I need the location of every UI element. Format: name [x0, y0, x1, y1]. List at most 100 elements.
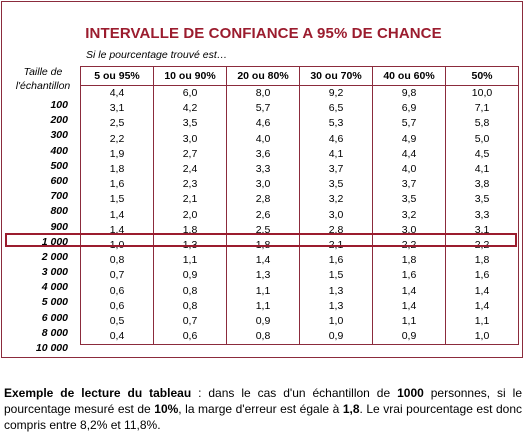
- table-row: 1,8 2,4 3,3 3,7 4,0 4,1: [80, 161, 519, 178]
- table-frame: [1, 1, 523, 358]
- sample-size-label: 2 000: [41, 250, 68, 263]
- table-cell: 0,9: [153, 268, 227, 284]
- table-row: 3,1 4,2 5,7 6,5 6,9 7,1: [80, 101, 519, 117]
- sample-size-label: 10 000: [35, 342, 68, 354]
- table-cell: 3,0: [226, 177, 300, 193]
- table-row: 1,9 2,7 3,6 4,1 4,4 4,5: [80, 146, 519, 162]
- table-row: 2,2 3,0 4,0 4,6 4,9 5,0: [80, 131, 519, 147]
- table-cell: 5,7: [226, 101, 300, 117]
- table-cell: 4,4: [372, 146, 446, 162]
- table-cell: 2,2: [80, 131, 154, 147]
- table-row: 0,7 0,9 1,3 1,5 1,6 1,6: [80, 268, 519, 284]
- table-cell: 2,8: [226, 192, 300, 208]
- table-cell: 1,1: [226, 283, 300, 299]
- table-cell: 3,6: [226, 146, 300, 162]
- column-header-row: 5 ou 95% 10 ou 90% 20 ou 80% 30 ou 70% 40 ou…: [80, 66, 519, 86]
- table-cell: 3,2: [299, 192, 373, 208]
- table-cell: 4,5: [445, 146, 519, 162]
- table-cell: 1,1: [372, 313, 446, 329]
- table-cell: 0,7: [153, 313, 227, 329]
- table-row: 2,5 3,5 4,6 5,3 5,7 5,8: [80, 116, 519, 132]
- sample-size-label: 500: [50, 159, 68, 172]
- table-cell: 3,8: [445, 177, 519, 193]
- table-row: 4,4 6,0 8,0 9,2 9,8 10,0: [80, 85, 519, 102]
- table-cell: 4,6: [299, 131, 373, 147]
- note-text-3: , la marge d'erreur est égale à: [178, 402, 343, 416]
- row-header-label: Taille de l'échantillon: [15, 66, 71, 92]
- column-header: 20 ou 80%: [226, 66, 300, 86]
- table-cell: 3,2: [372, 207, 446, 223]
- table-cell: 3,0: [153, 131, 227, 147]
- table-cell: 1,4: [372, 283, 446, 299]
- table-cell: 9,2: [299, 85, 373, 102]
- column-header: 40 ou 60%: [372, 66, 446, 86]
- table-cell: 2,5: [80, 116, 154, 132]
- table-cell: 3,0: [299, 207, 373, 223]
- sample-size-label: 600: [50, 174, 68, 187]
- table-cell: 1,6: [372, 268, 446, 284]
- note-size: 1000: [397, 386, 424, 400]
- note-text-4: . Le vrai pourcentage est donc compris e…: [4, 402, 522, 432]
- table-cell: 0,6: [80, 298, 154, 314]
- sample-size-label: 8 000: [41, 326, 68, 339]
- table-cell: 3,3: [445, 207, 519, 223]
- sample-size-label: 100: [50, 99, 68, 111]
- table-cell: 4,2: [153, 101, 227, 117]
- highlighted-row-frame: [5, 233, 517, 247]
- table-cell: 3,1: [80, 101, 154, 117]
- table-cell: 3,3: [226, 161, 300, 178]
- column-header: 30 ou 70%: [299, 66, 373, 86]
- table-cell: 1,5: [80, 192, 154, 208]
- table-row: 1,5 2,1 2,8 3,2 3,5 3,5: [80, 192, 519, 208]
- table-cell: 3,5: [299, 177, 373, 193]
- table-row: 0,8 1,1 1,4 1,6 1,8 1,8: [80, 253, 519, 269]
- table-cell: 1,4: [445, 283, 519, 299]
- table-cell: 1,8: [372, 253, 446, 269]
- column-header: 10 ou 90%: [153, 66, 227, 86]
- table-cell: 0,9: [226, 313, 300, 329]
- table-cell: 4,9: [372, 131, 446, 147]
- column-header: 5 ou 95%: [80, 66, 154, 86]
- table-cell: 1,0: [299, 313, 373, 329]
- table-cell: 9,8: [372, 85, 446, 102]
- sample-size-label: 5 000: [41, 296, 68, 309]
- sample-size-label: 300: [50, 129, 68, 142]
- table-cell: 1,4: [80, 207, 154, 223]
- table-cell: 5,3: [299, 116, 373, 132]
- table-cell: 1,1: [445, 313, 519, 329]
- table-cell: 0,8: [80, 253, 154, 269]
- table-cell: 3,5: [153, 116, 227, 132]
- table-cell: 4,6: [226, 116, 300, 132]
- table-cell: 0,7: [80, 268, 154, 284]
- note-percent: 10%: [154, 402, 179, 416]
- table-cell: 2,6: [226, 207, 300, 223]
- table-cell: 1,3: [299, 283, 373, 299]
- table-row: 0,6 0,8 1,1 1,3 1,4 1,4: [80, 283, 519, 299]
- table-cell: 4,1: [299, 146, 373, 162]
- table-cell: 7,1: [445, 101, 519, 117]
- table-cell: 1,4: [445, 298, 519, 314]
- reading-example-note: Exemple de lecture du tableau : dans le …: [4, 385, 522, 433]
- table-cell: 4,0: [226, 131, 300, 147]
- table-cell: 6,5: [299, 101, 373, 117]
- table-cell: 3,7: [372, 177, 446, 193]
- table-cell: 1,1: [153, 253, 227, 269]
- note-text-1: : dans le cas d'un échantillon de: [191, 386, 398, 400]
- note-margin: 1,8: [342, 402, 360, 416]
- table-cell: 4,4: [80, 85, 154, 102]
- sample-size-column: 100 200 300 400 500 600 700 800 900 1 000 2 000 3 0…: [10, 98, 68, 356]
- page-title: INTERVALLE DE CONFIANCE A 95% DE CHANCE: [85, 25, 442, 42]
- table-cell: 0,8: [226, 329, 300, 346]
- table-row: 0,6 0,8 1,1 1,3 1,4 1,4: [80, 298, 519, 314]
- sample-size-label: 3 000: [41, 266, 68, 279]
- table-cell: 1,6: [299, 253, 373, 269]
- note-text-2: personnes, si le pourcentage mesuré est …: [4, 386, 522, 416]
- sample-size-label: 6 000: [41, 311, 68, 324]
- table-cell: 1,6: [445, 268, 519, 284]
- table-cell: 0,5: [80, 313, 154, 329]
- table-cell: 3,5: [445, 192, 519, 208]
- table-cell: 3,7: [299, 161, 373, 178]
- table-cell: 4,0: [372, 161, 446, 178]
- table-cell: 6,9: [372, 101, 446, 117]
- sample-size-label: 1 000: [41, 235, 68, 248]
